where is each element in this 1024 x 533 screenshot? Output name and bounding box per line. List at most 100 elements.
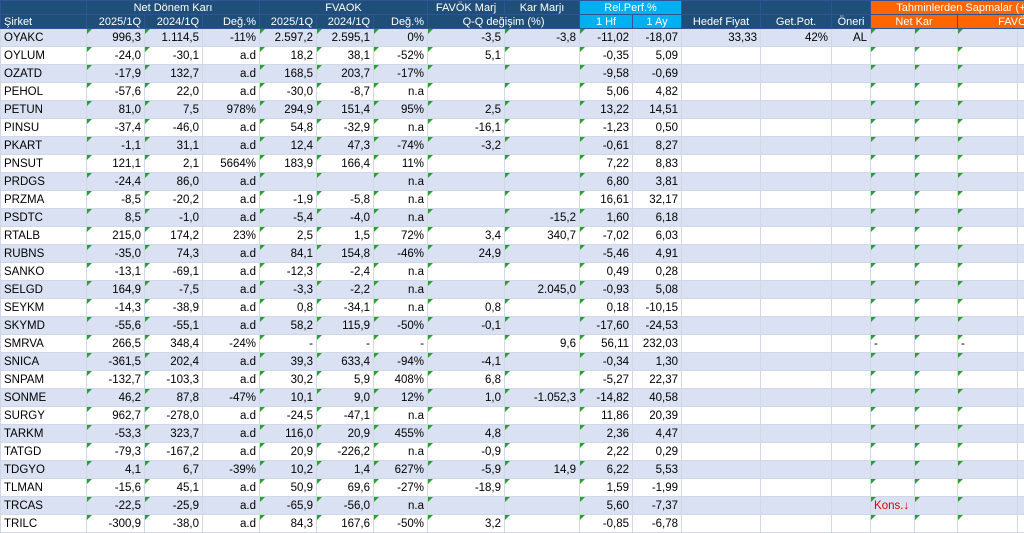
cell-favok: [958, 209, 1018, 227]
cell-ay: 20,39: [633, 407, 682, 425]
empty-cell: [1018, 335, 1024, 353]
cell-nk24: 6,7: [145, 461, 203, 479]
cell-fv24: -2,4: [317, 263, 374, 281]
empty-cell: [1018, 461, 1024, 479]
cell-oneri: [832, 353, 871, 371]
cell-nkd: -47%: [203, 389, 260, 407]
empty-cell: [1018, 371, 1024, 389]
cell-nkd: a.d: [203, 299, 260, 317]
cell-nkd: a.d: [203, 245, 260, 263]
cell-oneri: [832, 281, 871, 299]
cell-km: [505, 443, 580, 461]
cell-favok: [958, 47, 1018, 65]
cell-km: [505, 317, 580, 335]
cell-nkd: a.d: [203, 281, 260, 299]
cell-ay: 22,37: [633, 371, 682, 389]
empty-cell: [915, 47, 958, 65]
cell-ay: -7,37: [633, 497, 682, 515]
cell-fv25: 84,3: [260, 515, 317, 533]
cell-hedef: [682, 407, 761, 425]
cell-fv24: 1,5: [317, 227, 374, 245]
header-sirket: Şirket: [1, 15, 87, 29]
cell-favok: [958, 299, 1018, 317]
cell-getpot: [761, 353, 832, 371]
cell-fv24: -56,0: [317, 497, 374, 515]
cell-netkar: [871, 209, 915, 227]
cell-fm: -4,1: [428, 353, 505, 371]
empty-cell: [915, 227, 958, 245]
cell-ay: 5,08: [633, 281, 682, 299]
cell-fvd: n.a: [374, 173, 428, 191]
cell-netkar: [871, 299, 915, 317]
cell-hf: -0,34: [580, 353, 633, 371]
cell-nk25: -35,0: [87, 245, 145, 263]
cell-fv25: 58,2: [260, 317, 317, 335]
cell-nk25: -37,4: [87, 119, 145, 137]
empty-cell: [915, 155, 958, 173]
empty-cell: [915, 299, 958, 317]
cell-km: [505, 299, 580, 317]
empty-cell: [1018, 263, 1024, 281]
cell-fm: 2,5: [428, 101, 505, 119]
cell-favok: [958, 137, 1018, 155]
cell-fvd: n.a: [374, 497, 428, 515]
cell-netkar: [871, 29, 915, 47]
cell-fv25: 84,1: [260, 245, 317, 263]
cell-km: [505, 515, 580, 533]
cell-netkar: [871, 227, 915, 245]
cell-oneri: [832, 515, 871, 533]
empty-cell: [915, 263, 958, 281]
empty-cell: [915, 515, 958, 533]
header-favok: FVAOK: [260, 1, 428, 15]
header-nk-2025: 2025/1Q: [87, 15, 145, 29]
empty-cell: [915, 317, 958, 335]
cell-nkd: a.d: [203, 515, 260, 533]
cell-ay: -10,15: [633, 299, 682, 317]
cell-km: 14,9: [505, 461, 580, 479]
empty-cell: [1018, 407, 1024, 425]
cell-ay: 3,81: [633, 173, 682, 191]
cell-hf: -0,85: [580, 515, 633, 533]
cell-name: PSDTC: [1, 209, 87, 227]
cell-fv25: -3,3: [260, 281, 317, 299]
cell-nk24: 86,0: [145, 173, 203, 191]
cell-fm: 1,0: [428, 389, 505, 407]
cell-fm: [428, 83, 505, 101]
cell-hedef: [682, 443, 761, 461]
cell-nk25: 8,5: [87, 209, 145, 227]
cell-ay: 8,83: [633, 155, 682, 173]
cell-netkar: [871, 245, 915, 263]
empty-cell: [1018, 101, 1024, 119]
cell-getpot: [761, 47, 832, 65]
empty-cell: [915, 173, 958, 191]
cell-fv25: 50,9: [260, 479, 317, 497]
cell-fv24: 115,9: [317, 317, 374, 335]
cell-name: SKYMD: [1, 317, 87, 335]
empty-cell: [915, 137, 958, 155]
cell-nkd: a.d: [203, 83, 260, 101]
cell-nkd: a.d: [203, 479, 260, 497]
cell-name: PINSU: [1, 119, 87, 137]
header-fv-2024: 2024/1Q: [317, 15, 374, 29]
cell-netkar: [871, 173, 915, 191]
cell-nkd: a.d: [203, 47, 260, 65]
cell-nk24: 45,1: [145, 479, 203, 497]
cell-oneri: [832, 389, 871, 407]
cell-oneri: [832, 317, 871, 335]
cell-nk25: -361,5: [87, 353, 145, 371]
empty-cell: [915, 119, 958, 137]
empty-cell: [915, 83, 958, 101]
empty-cell: [1018, 497, 1024, 515]
cell-getpot: [761, 65, 832, 83]
header-net-kar: Net Dönem Karı: [87, 1, 260, 15]
cell-favok: [958, 497, 1018, 515]
cell-hedef: [682, 389, 761, 407]
cell-ay: 0,50: [633, 119, 682, 137]
cell-getpot: [761, 83, 832, 101]
empty-cell: [1018, 173, 1024, 191]
